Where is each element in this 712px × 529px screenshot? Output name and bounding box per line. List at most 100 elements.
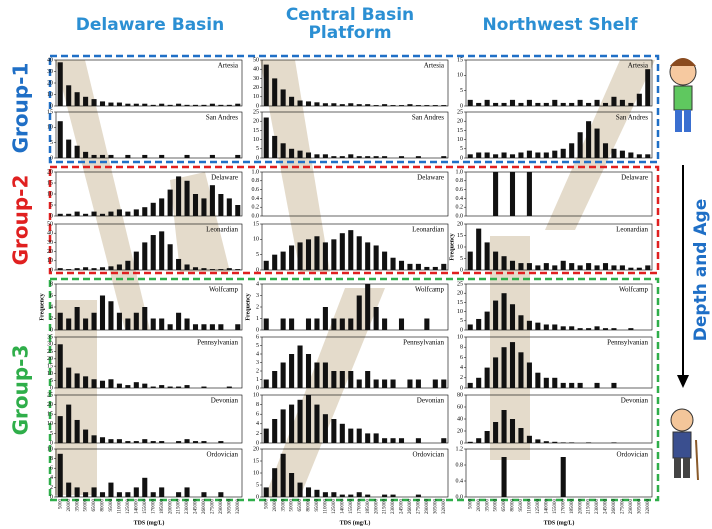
band xyxy=(545,60,655,230)
bar xyxy=(619,150,625,158)
bar xyxy=(594,128,600,158)
bar xyxy=(322,154,328,158)
bar xyxy=(560,148,566,158)
bar xyxy=(133,487,139,497)
bar xyxy=(415,105,421,106)
bar xyxy=(159,154,165,158)
x-tick-label: 320000 xyxy=(646,499,651,515)
arrow-head xyxy=(677,375,689,388)
y-tick-label: 15 xyxy=(47,364,53,370)
panel-frame xyxy=(55,111,243,159)
y-tick-label: 5 xyxy=(256,343,259,349)
bar xyxy=(297,150,303,158)
y-tick-label: 15 xyxy=(457,128,463,134)
panel-title: Delaware xyxy=(417,174,444,182)
y-tick-label: 5 xyxy=(460,146,463,152)
bar xyxy=(305,152,312,158)
bar xyxy=(314,404,320,443)
y-tick-label: 30 xyxy=(253,76,259,82)
bar xyxy=(297,100,303,106)
bar xyxy=(322,242,328,270)
bar xyxy=(415,156,421,158)
bar xyxy=(373,307,379,330)
x-tick-label: 65000 xyxy=(298,499,303,512)
panel-frame xyxy=(465,336,653,389)
column-header: Delaware Basin xyxy=(75,15,225,35)
bar xyxy=(91,435,97,443)
bar xyxy=(297,482,303,497)
y-tick-label: 0 xyxy=(460,440,463,446)
bar xyxy=(569,442,575,443)
bar xyxy=(272,419,278,443)
bar xyxy=(645,69,651,106)
x-axis-label: TDS (mg/L) xyxy=(544,519,575,526)
y-tick-label: 4 xyxy=(256,421,259,427)
bar xyxy=(66,482,72,497)
bar xyxy=(356,104,362,106)
bar xyxy=(432,105,438,106)
bar xyxy=(339,104,345,106)
bar xyxy=(142,439,148,443)
bar xyxy=(133,312,139,330)
bar xyxy=(108,482,114,497)
bar xyxy=(467,382,473,388)
bar xyxy=(493,154,499,158)
x-tick-label: 20000 xyxy=(273,499,278,512)
bar xyxy=(518,152,524,158)
y-tick-label: 30 xyxy=(47,240,53,246)
bar xyxy=(142,242,148,270)
bar xyxy=(66,85,72,106)
bar xyxy=(493,357,499,388)
bar xyxy=(552,265,558,270)
x-tick-label: 230000 xyxy=(391,499,396,515)
bar xyxy=(543,441,549,443)
y-tick-label: 4 xyxy=(50,304,53,310)
panel-frame xyxy=(465,283,653,331)
bar xyxy=(57,416,63,443)
bar xyxy=(569,263,575,270)
y-tick-label: 0.8 xyxy=(456,178,464,184)
bar xyxy=(509,342,516,388)
bar xyxy=(150,386,156,388)
bar xyxy=(150,104,156,106)
bar xyxy=(365,284,371,330)
y-tick-label: 10 xyxy=(457,244,463,250)
bar xyxy=(356,428,362,443)
bar xyxy=(398,260,405,270)
bar xyxy=(373,379,379,388)
y-tick-label: 15 xyxy=(253,458,259,464)
y-tick-label: 25 xyxy=(47,349,53,355)
bar xyxy=(331,318,337,330)
y-tick-label: 0.4 xyxy=(456,196,464,202)
bar xyxy=(201,268,207,270)
bar xyxy=(235,269,241,270)
y-tick-label: 80 xyxy=(457,392,463,398)
bar xyxy=(263,64,269,106)
y-tick-label: 0 xyxy=(460,327,463,333)
bar xyxy=(218,324,224,330)
bar xyxy=(184,264,190,270)
bar xyxy=(66,213,72,216)
bar xyxy=(586,442,592,443)
panel-frame xyxy=(261,223,449,271)
y-tick-label: 10 xyxy=(253,470,259,476)
bar xyxy=(209,154,215,158)
bar xyxy=(526,320,532,330)
panel-title: Delaware xyxy=(211,174,238,182)
bar xyxy=(184,154,190,158)
bar xyxy=(390,105,396,106)
bar xyxy=(297,399,303,443)
y-tick-label: 0 xyxy=(256,327,259,333)
bar xyxy=(263,379,269,388)
bar xyxy=(602,102,609,106)
x-tick-label: 20000 xyxy=(67,499,72,512)
panel-frame xyxy=(55,223,243,271)
bar xyxy=(560,457,566,497)
bar xyxy=(365,104,371,106)
bar xyxy=(263,117,269,158)
bar xyxy=(535,372,541,388)
bar xyxy=(66,318,72,330)
bar xyxy=(432,266,438,270)
bar xyxy=(484,242,490,270)
